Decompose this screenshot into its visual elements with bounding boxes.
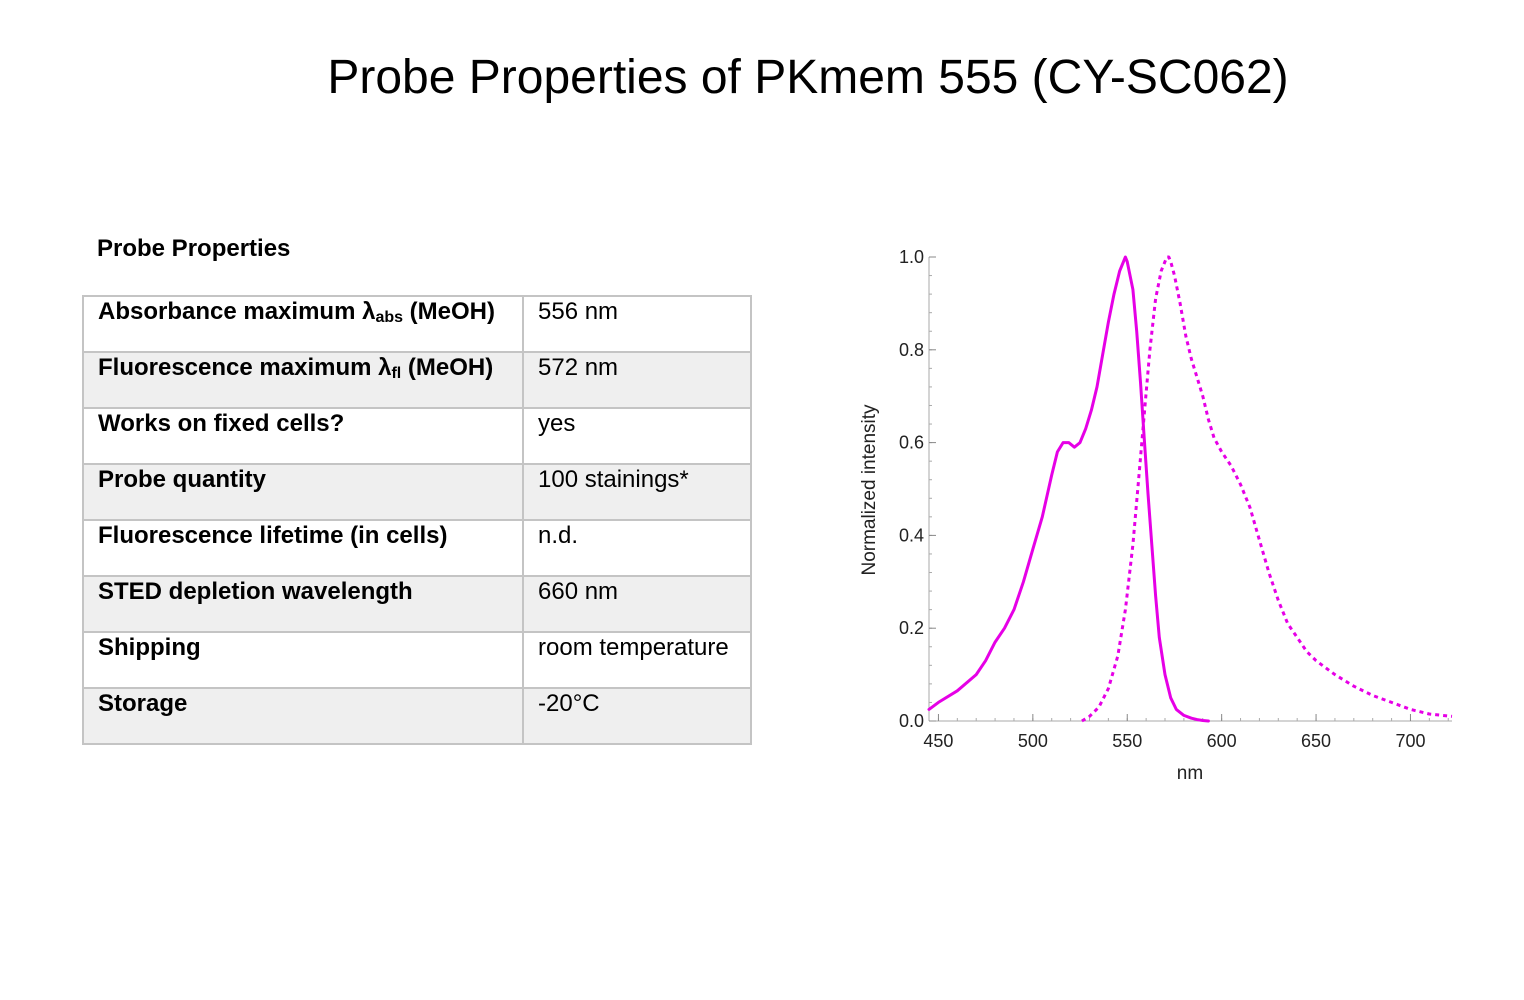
probe-properties-table: Absorbance maximum λabs (MeOH) 556 nm Fluo… <box>82 295 752 745</box>
property-value: 660 nm <box>522 575 752 633</box>
table-row: STED depletion wavelength 660 nm <box>82 575 752 633</box>
property-label-text: Absorbance maximum λ <box>98 298 376 325</box>
x-axis-label: nm <box>1177 763 1203 784</box>
table-row: Fluorescence maximum λfl (MeOH) 572 nm <box>82 351 752 409</box>
property-label-text: Storage <box>98 690 188 717</box>
property-label: Works on fixed cells? <box>82 407 524 465</box>
table-row: Probe quantity 100 stainings* <box>82 463 752 521</box>
spectrum-chart: 0.0 0.2 0.4 0.6 0.8 1.0 450 500 550 600 650 700 Nor… <box>859 247 1453 784</box>
property-value: 100 stainings* <box>522 463 752 521</box>
y-tick-label: 0.2 <box>899 618 924 638</box>
chart-series <box>927 255 1453 723</box>
table-row: Works on fixed cells? yes <box>82 407 752 465</box>
emission-spectrum-line <box>1081 255 1453 723</box>
property-label: Fluorescence maximum λfl (MeOH) <box>82 351 524 409</box>
property-label-text: Shipping <box>98 634 201 661</box>
y-tick-label: 1.0 <box>899 247 924 267</box>
property-label-suffix: (MeOH) <box>403 298 496 325</box>
property-label: STED depletion wavelength <box>82 575 524 633</box>
page-title: Probe Properties of PKmem 555 (CY-SC062) <box>327 51 1289 104</box>
property-label-text: Fluorescence maximum λ <box>98 354 392 381</box>
chart-axes: 0.0 0.2 0.4 0.6 0.8 1.0 450 500 550 600 650 700 <box>899 247 1452 751</box>
property-label: Fluorescence lifetime (in cells) <box>82 519 524 577</box>
property-value: -20°C <box>522 687 752 745</box>
y-axis-label: Normalized intensity <box>859 404 880 576</box>
x-tick-label: 700 <box>1395 731 1425 751</box>
y-tick-label: 0.8 <box>899 340 924 360</box>
property-label-text: Fluorescence lifetime (in cells) <box>98 522 448 549</box>
x-tick-label: 500 <box>1018 731 1048 751</box>
property-label-text: Probe quantity <box>98 466 267 493</box>
table-heading: Probe Properties <box>97 235 291 262</box>
table-body: Absorbance maximum λabs (MeOH) 556 nm Fluo… <box>82 295 752 745</box>
table-row: Absorbance maximum λabs (MeOH) 556 nm <box>82 295 752 353</box>
property-label: Storage <box>82 687 524 745</box>
x-tick-label: 600 <box>1207 731 1237 751</box>
table-row: Storage -20°C <box>82 687 752 745</box>
absorbance-spectrum-line <box>927 255 1210 723</box>
property-value: 556 nm <box>522 295 752 353</box>
table-row: Shipping room temperature <box>82 631 752 689</box>
property-label: Probe quantity <box>82 463 524 521</box>
property-label: Absorbance maximum λabs (MeOH) <box>82 295 524 353</box>
property-label-suffix: (MeOH) <box>401 354 494 381</box>
property-value: yes <box>522 407 752 465</box>
x-tick-label: 550 <box>1112 731 1142 751</box>
y-tick-label: 0.0 <box>899 711 924 731</box>
property-label-subscript: abs <box>375 309 404 326</box>
property-label-text: STED depletion wavelength <box>98 578 413 605</box>
x-tick-label: 450 <box>923 731 953 751</box>
property-label-text: Works on fixed cells? <box>98 410 345 437</box>
y-tick-label: 0.6 <box>899 433 924 453</box>
property-value: n.d. <box>522 519 752 577</box>
property-value: room temperature <box>522 631 752 689</box>
x-tick-label: 650 <box>1301 731 1331 751</box>
property-value: 572 nm <box>522 351 752 409</box>
property-label-subscript: fl <box>391 365 402 382</box>
y-tick-label: 0.4 <box>899 525 924 545</box>
property-label: Shipping <box>82 631 524 689</box>
table-row: Fluorescence lifetime (in cells) n.d. <box>82 519 752 577</box>
